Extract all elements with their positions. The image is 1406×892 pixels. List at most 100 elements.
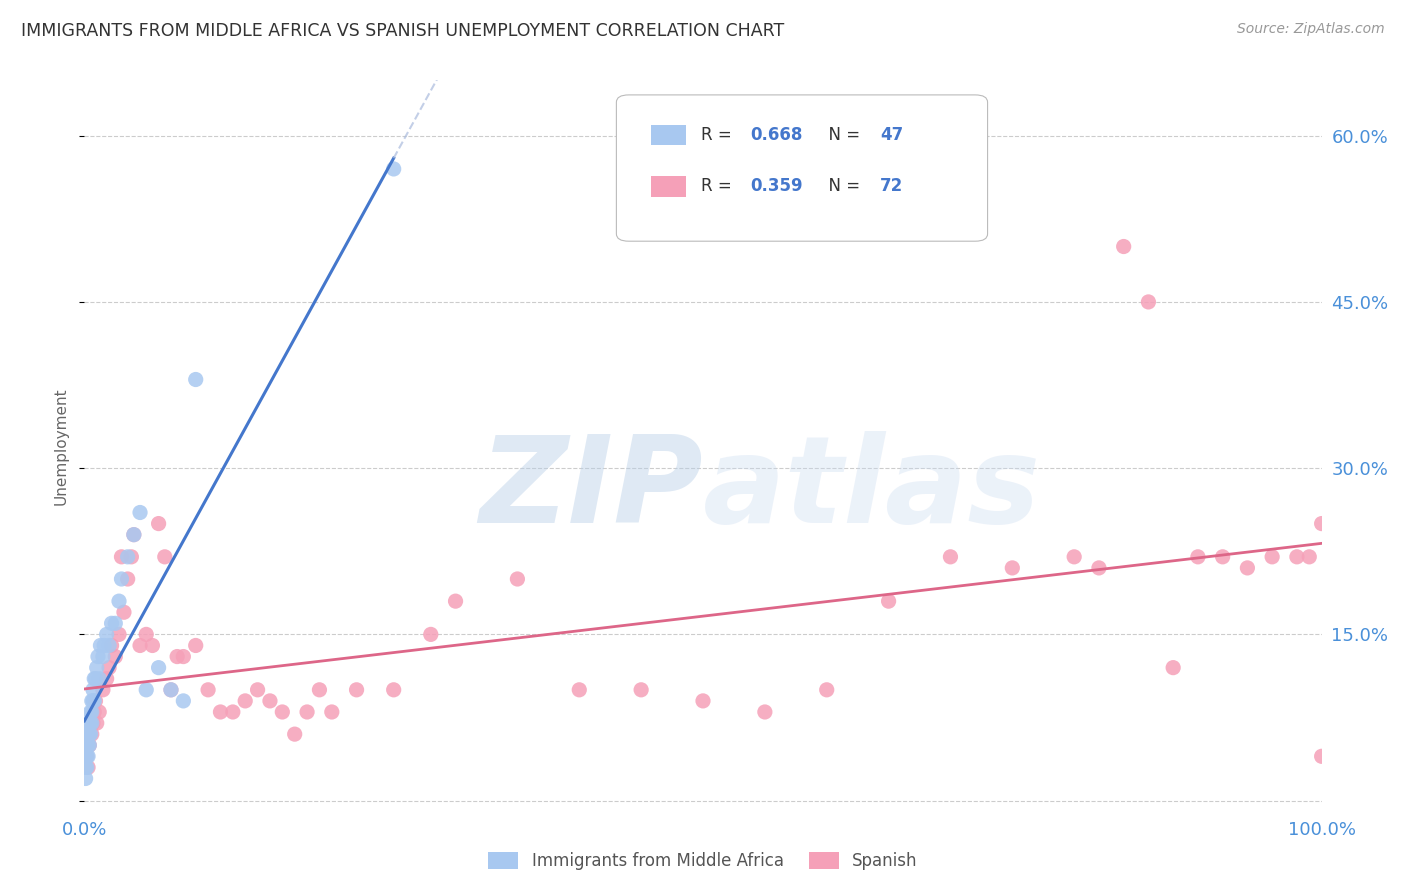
Point bbox=[76, 738, 98, 752]
Point bbox=[77, 727, 100, 741]
Point bbox=[209, 705, 232, 719]
Point bbox=[96, 627, 118, 641]
Point bbox=[117, 549, 139, 564]
Point bbox=[79, 705, 101, 719]
Point bbox=[295, 705, 318, 719]
Text: Source: ZipAtlas.com: Source: ZipAtlas.com bbox=[1237, 22, 1385, 37]
Point bbox=[93, 639, 115, 653]
FancyBboxPatch shape bbox=[651, 176, 686, 196]
Point bbox=[98, 639, 121, 653]
Point bbox=[76, 760, 98, 774]
Point bbox=[1310, 749, 1333, 764]
Point bbox=[76, 749, 98, 764]
Point bbox=[75, 772, 97, 786]
Point bbox=[83, 694, 105, 708]
Point bbox=[84, 672, 107, 686]
Point bbox=[222, 705, 245, 719]
Y-axis label: Unemployment: Unemployment bbox=[53, 387, 69, 505]
Point bbox=[382, 161, 405, 176]
Point bbox=[815, 682, 838, 697]
Point bbox=[77, 738, 100, 752]
Point bbox=[172, 694, 194, 708]
Point bbox=[80, 727, 103, 741]
FancyBboxPatch shape bbox=[616, 95, 987, 241]
Text: 72: 72 bbox=[880, 178, 903, 195]
Point bbox=[160, 682, 183, 697]
Text: 47: 47 bbox=[880, 126, 903, 145]
Point bbox=[1298, 549, 1320, 564]
Point bbox=[79, 716, 101, 731]
Point bbox=[87, 649, 110, 664]
Point bbox=[104, 649, 127, 664]
Point bbox=[89, 705, 111, 719]
Point bbox=[86, 660, 108, 674]
Text: 0.359: 0.359 bbox=[749, 178, 803, 195]
Point bbox=[129, 506, 152, 520]
Point bbox=[108, 627, 131, 641]
Point bbox=[79, 716, 101, 731]
Point bbox=[129, 639, 152, 653]
Point bbox=[184, 372, 207, 386]
Text: N =: N = bbox=[818, 178, 866, 195]
Point bbox=[444, 594, 467, 608]
Point bbox=[82, 716, 104, 731]
Point bbox=[89, 639, 111, 653]
Point bbox=[153, 549, 176, 564]
Point bbox=[112, 605, 135, 619]
Point bbox=[77, 738, 100, 752]
Point bbox=[630, 682, 652, 697]
Point bbox=[80, 716, 103, 731]
Point bbox=[754, 705, 776, 719]
Point bbox=[184, 639, 207, 653]
Point bbox=[76, 749, 98, 764]
Point bbox=[104, 616, 127, 631]
Point bbox=[80, 694, 103, 708]
Point bbox=[271, 705, 294, 719]
Point bbox=[110, 549, 132, 564]
Point bbox=[382, 682, 405, 697]
Point bbox=[120, 549, 142, 564]
Point bbox=[108, 594, 131, 608]
Point bbox=[1310, 516, 1333, 531]
Point bbox=[77, 749, 100, 764]
Point bbox=[117, 572, 139, 586]
Point bbox=[1236, 561, 1258, 575]
Point bbox=[346, 682, 368, 697]
Point bbox=[321, 705, 343, 719]
Point bbox=[77, 716, 100, 731]
Point bbox=[1285, 549, 1308, 564]
Point bbox=[419, 627, 441, 641]
FancyBboxPatch shape bbox=[651, 125, 686, 145]
Point bbox=[1063, 549, 1085, 564]
Point bbox=[98, 660, 121, 674]
Point bbox=[83, 705, 105, 719]
Point bbox=[75, 749, 97, 764]
Point bbox=[308, 682, 330, 697]
Text: R =: R = bbox=[700, 126, 737, 145]
Point bbox=[91, 682, 114, 697]
Point bbox=[79, 727, 101, 741]
Point bbox=[100, 639, 122, 653]
Point bbox=[79, 738, 101, 752]
Point bbox=[1112, 239, 1135, 253]
Point bbox=[1261, 549, 1284, 564]
Text: atlas: atlas bbox=[703, 432, 1040, 549]
Point bbox=[82, 682, 104, 697]
Point bbox=[141, 639, 163, 653]
Point bbox=[89, 672, 111, 686]
Point bbox=[166, 649, 188, 664]
Point bbox=[1161, 660, 1184, 674]
Legend: Immigrants from Middle Africa, Spanish: Immigrants from Middle Africa, Spanish bbox=[482, 845, 924, 877]
Point bbox=[91, 649, 114, 664]
Text: 0.668: 0.668 bbox=[749, 126, 803, 145]
Point bbox=[79, 727, 101, 741]
Point bbox=[76, 727, 98, 741]
Point bbox=[96, 672, 118, 686]
Point bbox=[76, 727, 98, 741]
Point bbox=[75, 749, 97, 764]
Point bbox=[82, 694, 104, 708]
Point bbox=[246, 682, 269, 697]
Point bbox=[1212, 549, 1234, 564]
Point bbox=[75, 738, 97, 752]
Point bbox=[568, 682, 591, 697]
